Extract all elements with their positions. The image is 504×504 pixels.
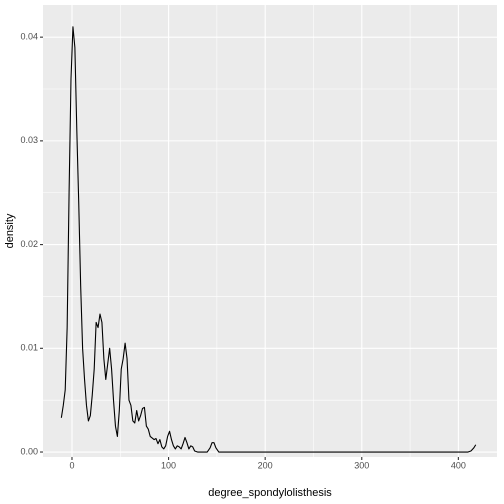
y-tick-label: 0.00 (20, 446, 38, 456)
x-tick-label: 400 (451, 460, 466, 470)
x-axis-title: degree_spondylolisthesis (208, 487, 332, 499)
y-tick-label: 0.04 (20, 32, 38, 42)
x-tick-label: 100 (161, 460, 176, 470)
density-line (60, 26, 477, 453)
panel (43, 5, 497, 457)
y-axis-title: density (4, 213, 16, 248)
y-tick-label: 0.03 (20, 135, 38, 145)
x-tick-label: 300 (354, 460, 369, 470)
y-tick-label: 0.02 (20, 239, 38, 249)
y-tick-label: 0.01 (20, 343, 38, 353)
x-tick-label: 0 (69, 460, 74, 470)
x-tick-label: 200 (258, 460, 273, 470)
